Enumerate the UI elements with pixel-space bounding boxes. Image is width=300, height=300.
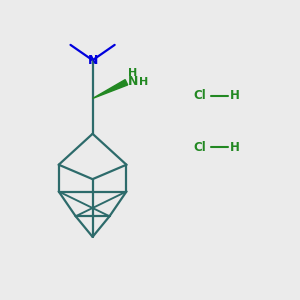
Text: H: H [230, 89, 240, 102]
Text: H: H [128, 68, 137, 78]
Text: H: H [230, 141, 240, 154]
Text: H: H [140, 77, 149, 87]
Text: Cl: Cl [194, 141, 206, 154]
Text: N: N [87, 54, 98, 67]
Text: Cl: Cl [194, 89, 206, 102]
Polygon shape [93, 80, 128, 98]
Text: N: N [128, 75, 138, 88]
